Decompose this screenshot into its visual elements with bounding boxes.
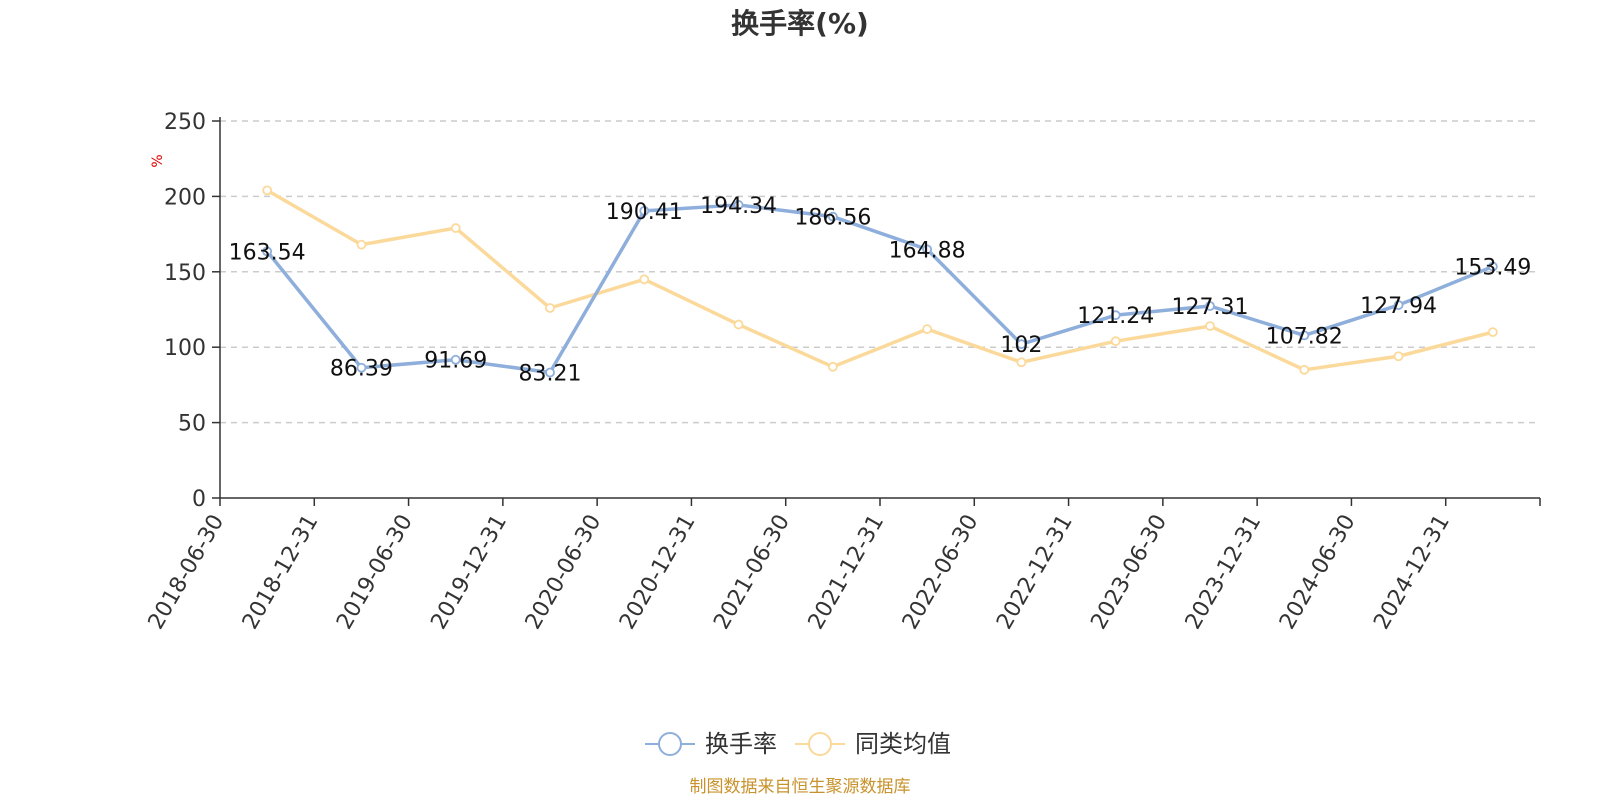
data-label: 107.82 xyxy=(1266,324,1343,349)
x-tick-label: 2024-12-31 xyxy=(1369,511,1455,634)
legend-item[interactable]: 换手率 xyxy=(645,730,777,758)
data-point xyxy=(733,319,744,330)
data-label: 194.34 xyxy=(700,194,777,219)
data-point xyxy=(1110,336,1121,347)
data-label: 121.24 xyxy=(1077,304,1154,329)
x-tick-label: 2024-06-30 xyxy=(1275,511,1361,634)
chart-title: 换手率(%) xyxy=(731,7,869,40)
data-point xyxy=(545,367,555,378)
y-axis-unit-label: % xyxy=(150,154,166,167)
x-tick-label: 2022-06-30 xyxy=(898,511,984,634)
data-point xyxy=(1016,339,1027,350)
data-point xyxy=(262,246,273,257)
x-tick-label: 2018-06-30 xyxy=(144,511,230,634)
data-label: 127.94 xyxy=(1360,294,1437,319)
data-point xyxy=(1393,351,1404,362)
data-point xyxy=(827,211,838,222)
series-lines xyxy=(262,185,1498,378)
x-tick-label: 2020-06-30 xyxy=(521,511,607,634)
y-tick-label: 100 xyxy=(164,336,206,361)
y-tick-label: 0 xyxy=(192,487,206,512)
x-tick-label: 2020-12-31 xyxy=(615,511,701,634)
x-tick-label: 2023-06-30 xyxy=(1086,511,1172,634)
data-point xyxy=(1487,327,1498,338)
x-tick-label: 2019-12-31 xyxy=(426,511,512,634)
data-label: 190.41 xyxy=(606,200,683,225)
legend[interactable]: 换手率 同类均值 xyxy=(645,730,951,758)
data-point xyxy=(1205,321,1215,331)
legend-item[interactable]: 同类均值 xyxy=(795,730,951,758)
series-line xyxy=(266,188,1494,372)
data-point xyxy=(733,200,744,210)
data-point xyxy=(450,354,461,365)
data-label: 102 xyxy=(1000,333,1042,358)
data-point xyxy=(639,205,650,216)
data-label: 153.49 xyxy=(1454,256,1531,281)
x-tick-label: 2018-12-31 xyxy=(238,511,324,634)
data-point xyxy=(1110,310,1121,321)
data-point xyxy=(1393,300,1404,310)
data-point xyxy=(1016,357,1027,368)
x-tick-label: 2019-06-30 xyxy=(332,511,418,634)
data-point xyxy=(262,185,273,196)
legend-label: 换手率 xyxy=(705,730,777,758)
x-tick-label: 2023-12-31 xyxy=(1181,511,1267,634)
y-tick-label: 150 xyxy=(164,261,206,286)
data-point xyxy=(922,324,933,335)
legend-label: 同类均值 xyxy=(855,730,951,758)
data-point xyxy=(545,303,555,313)
x-tick-label: 2021-06-30 xyxy=(709,511,795,634)
data-point xyxy=(356,362,367,373)
x-tick-label: 2022-12-31 xyxy=(992,511,1078,634)
data-point xyxy=(1299,364,1310,375)
data-point xyxy=(356,239,367,250)
data-label: 83.21 xyxy=(519,362,582,387)
grid-lines xyxy=(220,120,1540,424)
data-point xyxy=(922,244,933,255)
data-label: 127.31 xyxy=(1172,295,1249,320)
data-label: 91.69 xyxy=(424,349,487,374)
data-point xyxy=(827,361,838,372)
data-point xyxy=(639,274,650,285)
data-point xyxy=(450,223,461,233)
y-tick-label: 250 xyxy=(164,110,206,135)
data-labels: 163.54 86.39 91.69 83.21 190.41 194.34 186.56 1… xyxy=(229,194,1532,387)
data-label: 164.88 xyxy=(889,238,966,263)
y-tick-label: 200 xyxy=(164,185,206,210)
legend-swatch-marker xyxy=(808,732,832,756)
source-note: 制图数据来自恒生聚源数据库 xyxy=(690,777,911,797)
data-point xyxy=(1205,301,1215,311)
data-label: 163.54 xyxy=(229,240,306,265)
data-point xyxy=(1487,261,1498,272)
series-line xyxy=(265,203,1494,375)
y-tick-label: 50 xyxy=(178,412,206,437)
data-point xyxy=(1299,330,1310,341)
legend-swatch-marker xyxy=(658,732,682,756)
x-tick-label: 2021-12-31 xyxy=(804,511,890,634)
data-label: 86.39 xyxy=(330,357,393,382)
data-label: 186.56 xyxy=(794,206,871,231)
